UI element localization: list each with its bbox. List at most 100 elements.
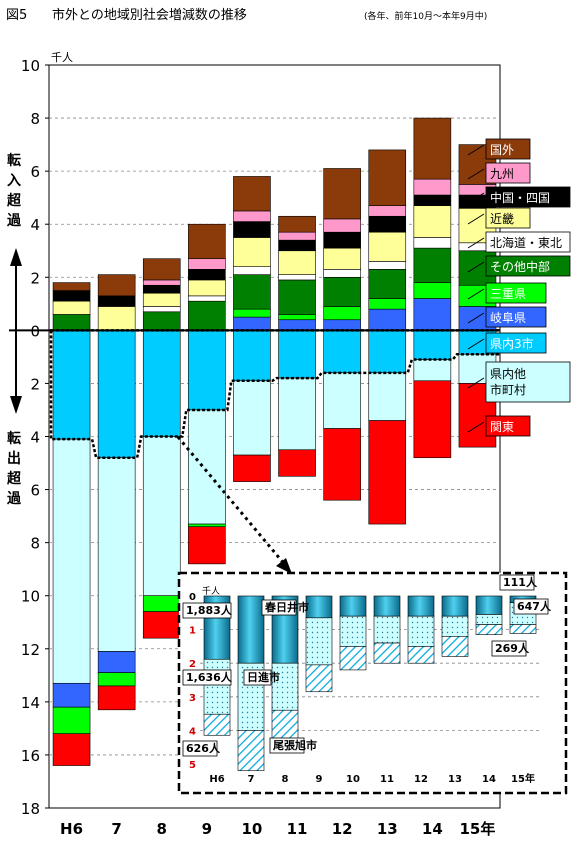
inset-x-tick-label: 14	[482, 774, 496, 785]
legend-box	[485, 332, 547, 354]
legend-label: 中国・四国	[490, 190, 550, 205]
inset-annotation: 626人	[186, 741, 221, 755]
bar-segment	[278, 314, 316, 321]
bar-segment	[413, 380, 452, 459]
bar-segment	[323, 428, 361, 501]
legend-leader	[467, 261, 485, 273]
bar-segment	[323, 306, 361, 321]
bar-segment	[142, 595, 181, 612]
bar-segment	[413, 247, 452, 283]
arrow-up-head	[10, 248, 22, 266]
legend-box	[485, 207, 531, 229]
arrow-down-head	[10, 396, 22, 414]
inset-bar-segment	[441, 595, 469, 617]
bar-segment	[233, 266, 271, 275]
inset-bar-segment	[271, 662, 299, 711]
x-tick-label: 15年	[460, 820, 496, 838]
bar-segment	[323, 168, 361, 220]
bar-segment	[368, 261, 407, 270]
y-tick-label: 8	[30, 535, 40, 553]
legend-label: 近畿	[490, 212, 514, 226]
y-tick-label: 2	[30, 269, 40, 287]
bar-segment	[142, 311, 181, 331]
bar-segment	[278, 377, 316, 451]
bar-segment	[278, 250, 316, 275]
inset-series-label-box	[269, 737, 305, 754]
upper-label-char: 入	[7, 173, 21, 189]
bar-segment	[368, 372, 407, 421]
x-tick-label: 14	[422, 820, 443, 838]
legend-label: 関東	[490, 420, 514, 434]
bar-segment	[368, 215, 407, 233]
inset-annotation-box	[182, 669, 232, 686]
bar-segment	[278, 330, 316, 379]
inset-bar-segment	[271, 709, 299, 741]
upper-label-char: 超	[7, 193, 21, 209]
y-tick-label: 6	[30, 163, 40, 181]
bar-segment	[323, 269, 361, 278]
inset-x-tick-label: 13	[448, 774, 462, 785]
inset-bar-segment	[475, 595, 503, 615]
legend-leader	[467, 213, 485, 225]
inset-bar-segment	[373, 615, 401, 644]
lower-label-char: 出	[7, 451, 21, 467]
inset-annotation: 1,883人	[186, 603, 233, 617]
legend-leader	[467, 144, 485, 156]
upper-label-char: 転	[7, 153, 21, 169]
legend-label: 北海道・東北	[490, 235, 562, 250]
bar-segment	[323, 276, 361, 307]
inset-annotation-box	[491, 640, 527, 657]
legend-label: 国外	[490, 143, 514, 157]
x-tick-label: 8	[157, 820, 167, 838]
inset-bar-segment	[407, 595, 435, 617]
legend-label: 岐阜県	[490, 311, 526, 325]
inset-y-tick-label: 1	[189, 626, 196, 637]
y-tick-label: 4	[30, 429, 40, 447]
bar-segment	[233, 454, 271, 482]
legend-leader	[467, 421, 485, 433]
inset-series-label: 日進市	[247, 670, 280, 684]
legend-box	[485, 306, 547, 328]
bar-segment	[52, 706, 91, 735]
bar-segment	[52, 282, 91, 291]
highlight-outline	[49, 329, 500, 459]
x-tick-label: 9	[202, 820, 212, 838]
inset-bar-segment	[203, 658, 231, 715]
lower-label-char: 過	[7, 491, 21, 507]
inset-bar-segment	[407, 615, 435, 647]
bar-segment	[368, 330, 407, 374]
bar-segment	[323, 247, 361, 270]
bar-segment	[142, 279, 181, 286]
bar-segment	[278, 319, 316, 331]
y-tick-label: 14	[21, 694, 40, 712]
bar-segment	[52, 330, 91, 440]
bar-segment	[188, 295, 226, 302]
inset-annotation-box	[499, 574, 535, 591]
bar-segment	[97, 274, 136, 297]
inset-series-label: 春日井市	[265, 600, 309, 614]
bar-segment	[52, 300, 91, 315]
inset-annotation: 111人	[503, 575, 538, 589]
inset-annotation: 269人	[495, 641, 530, 655]
inset-annotation-box	[182, 602, 232, 619]
bar-segment	[97, 685, 136, 711]
bar-segment	[413, 298, 452, 331]
inset-x-tick-label: 12	[414, 774, 428, 785]
bar-segment	[413, 282, 452, 299]
upper-label-char: 過	[7, 213, 21, 229]
inset-bar-segment	[237, 595, 265, 664]
bar-segment	[278, 449, 316, 477]
x-tick-label: 11	[287, 820, 308, 838]
bar-segment	[142, 330, 181, 437]
lower-label-char: 超	[7, 471, 21, 487]
lower-label-char: 転	[7, 431, 21, 447]
y-tick-label: 8	[30, 110, 40, 128]
bar-segment	[188, 330, 226, 411]
y-tick-label: 10	[21, 588, 40, 606]
bar-segment	[368, 231, 407, 262]
bar-segment	[233, 274, 271, 310]
legend-label: 県内3市	[490, 336, 534, 351]
inset-pointer-line	[176, 436, 288, 567]
y-tick-label: 4	[30, 216, 40, 234]
